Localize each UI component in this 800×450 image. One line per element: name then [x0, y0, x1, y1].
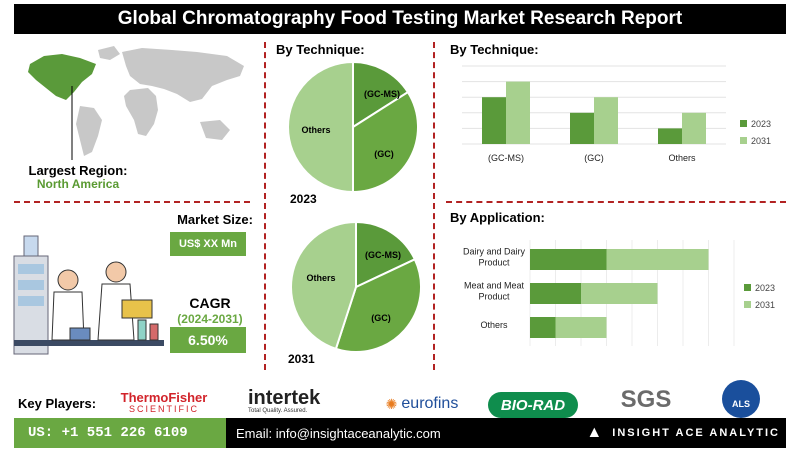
divider-right-horizontal: [446, 201, 786, 203]
footer-brand-text: INSIGHT ACE ANALYTIC: [612, 427, 780, 439]
thermofisher-logo: ThermoFisher SCIENTIFIC: [112, 390, 216, 416]
als-logo-word: ALS: [732, 399, 750, 409]
world-map: [28, 46, 244, 160]
market-size-label: Market Size:: [177, 212, 253, 227]
application-bar-2023-2: [530, 317, 556, 338]
application-heading: By Application:: [450, 210, 545, 225]
technique-bar-2031-2: [682, 112, 706, 144]
sgs-logo-word: SGS: [620, 386, 672, 413]
thermofisher-logo-bottom: SCIENTIFIC: [128, 404, 199, 414]
footer-email-bar: Email: info@insightaceanalytic.com ▲ INS…: [226, 418, 786, 448]
application-bar-2031-2: [555, 317, 607, 338]
application-bar-2023-1: [530, 283, 581, 304]
application-y-label: Dairy and Dairy: [463, 247, 526, 257]
application-legend-label: 2023: [755, 283, 775, 293]
divider-right: [433, 42, 435, 370]
pie-2031-slice-0: [355, 220, 417, 289]
technique-x-label: (GC-MS): [488, 153, 524, 163]
eurofins-icon: ✺: [385, 395, 398, 412]
pie-2031-label-gcms: (GC-MS): [365, 250, 401, 260]
technique-bar-2023-1: [570, 112, 594, 144]
technique-bar-chart: (GC-MS) (GC) Others 2023 2031: [462, 65, 771, 163]
application-y-label: Product: [478, 292, 510, 302]
technique-bar-2031-0: [506, 81, 530, 144]
intertek-logo-tagline: Total Quality. Assured.: [248, 408, 308, 414]
divider-left-horizontal: [14, 201, 250, 203]
technique-bar-2031-1: [594, 97, 618, 144]
eurofins-logo: ✺ eurofins: [372, 392, 472, 416]
thermofisher-logo-top: ThermoFisher: [120, 390, 208, 405]
pie-2031-year: 2031: [288, 352, 315, 366]
cagr-value: 6.50%: [170, 327, 246, 353]
technique-bar-2023-2: [658, 128, 682, 144]
application-legend-swatch: [744, 284, 751, 291]
application-y-label: Meat and Meat: [464, 281, 525, 291]
technique-bar-heading: By Technique:: [450, 42, 539, 57]
application-bar-2031-1: [581, 283, 658, 304]
als-logo: ALS: [722, 380, 760, 418]
pie-2031-label-gc: (GC): [371, 313, 391, 323]
intertek-logo: intertek Total Quality. Assured.: [248, 384, 344, 418]
application-bar-2031-0: [606, 249, 709, 270]
cagr-period: (2024-2031): [177, 312, 243, 326]
pie-2023-slice-1: [352, 90, 419, 194]
divider-left: [264, 42, 266, 370]
technique-legend-swatch: [740, 137, 747, 144]
market-size-value: US$ XX Mn: [170, 232, 246, 256]
pie-2023-label-gcms: (GC-MS): [364, 89, 400, 99]
technique-legend-swatch: [740, 120, 747, 127]
footer-brand: ▲ INSIGHT ACE ANALYTIC: [586, 418, 780, 448]
footer-phone: US: +1 551 226 6109: [14, 418, 226, 448]
technique-x-label: (GC): [584, 153, 604, 163]
application-bar-2023-0: [530, 249, 607, 270]
largest-region-value: North America: [36, 177, 120, 191]
application-legend-swatch: [744, 301, 751, 308]
application-legend-label: 2031: [755, 300, 775, 310]
pie-2023-label-others: Others: [301, 125, 330, 135]
technique-bar-2023-0: [482, 97, 506, 144]
pie-section-heading: By Technique:: [276, 42, 365, 57]
intertek-logo-word: intertek: [248, 387, 321, 409]
sgs-logo: SGS: [614, 384, 678, 416]
brand-logo-icon: ▲: [586, 424, 605, 441]
pie-2023-slice-0: [352, 60, 410, 129]
pie-2023-slice-2: [287, 60, 354, 194]
key-players-label: Key Players:: [18, 396, 97, 411]
pie-chart-2023: (GC-MS) (GC) Others: [287, 60, 419, 194]
technique-legend-label: 2031: [751, 136, 771, 146]
technique-x-label: Others: [668, 153, 696, 163]
pie-2031-slice-1: [334, 257, 422, 353]
pie-chart-2031: (GC-MS) (GC) Others: [290, 220, 422, 353]
technique-legend-label: 2023: [751, 119, 771, 129]
pie-2023-year: 2023: [290, 192, 317, 206]
biorad-logo-word: BIO-RAD: [500, 396, 566, 414]
pie-2023-label-gc: (GC): [374, 149, 394, 159]
cagr-label: CAGR: [189, 295, 231, 311]
eurofins-logo-word: eurofins: [401, 395, 459, 412]
application-y-label: Product: [478, 258, 510, 268]
application-y-label: Others: [480, 320, 508, 330]
biorad-logo: BIO-RAD: [488, 392, 578, 418]
lab-illustration: [13, 235, 164, 355]
pie-2031-label-others: Others: [306, 273, 335, 283]
report-title: Global Chromatography Food Testing Marke…: [14, 4, 786, 34]
footer-email: Email: info@insightaceanalytic.com: [236, 425, 441, 441]
pie-2031-slice-2: [290, 220, 357, 351]
largest-region-label: Largest Region:: [28, 163, 128, 178]
